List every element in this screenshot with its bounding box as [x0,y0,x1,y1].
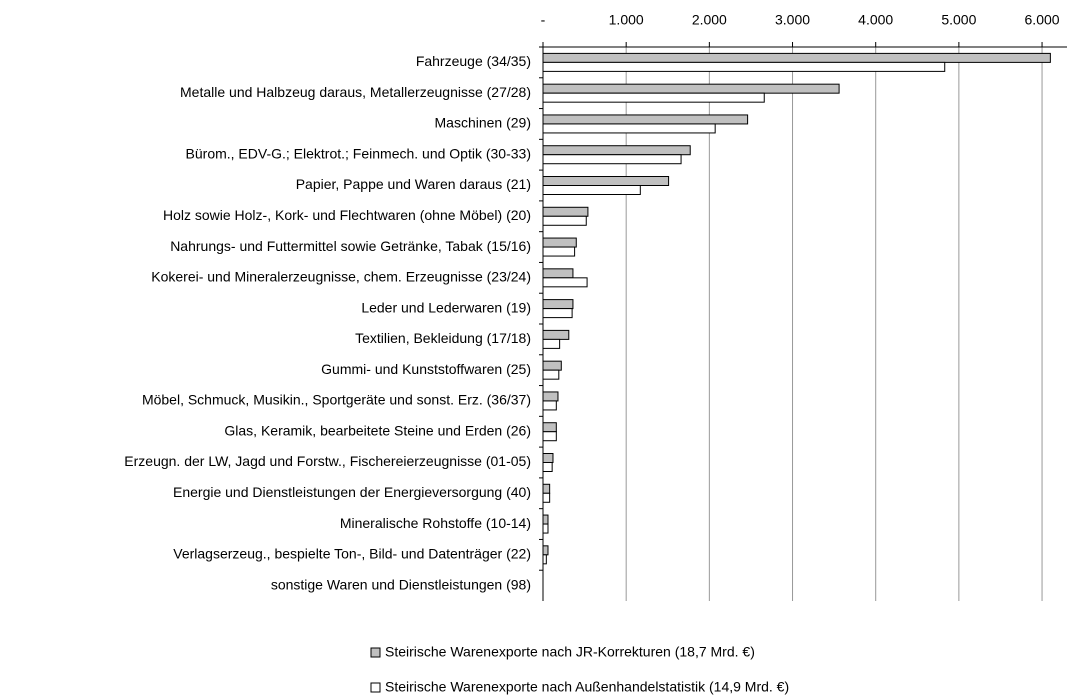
bar [542,185,641,195]
y-tick-label: Glas, Keramik, bearbeitete Steine und Er… [224,422,531,438]
y-tick-label: Nahrungs- und Futtermittel sowie Getränk… [170,238,531,254]
bar [542,369,560,380]
bar [542,176,670,186]
y-tick-label: Fahrzeuge (34/35) [416,53,531,69]
bar [542,237,577,248]
bar [542,523,549,534]
bar [542,431,557,442]
bar [542,329,570,340]
x-tick-label: - [541,12,546,28]
legend-swatch [370,682,381,693]
bar [542,462,553,472]
bar [542,277,588,288]
y-tick-label: Gummi- und Kunststoffwaren (25) [321,361,531,377]
x-tick-label: 4.000 [858,12,893,28]
bar [542,483,551,494]
y-tick-label: Papier, Pappe und Waren daraus (21) [296,176,531,192]
y-tick-label: Mineralische Rohstoffe (10-14) [340,515,531,531]
bar [542,52,1051,63]
x-tick-label: 1.000 [609,12,644,28]
y-tick-label: Kokerei- und Mineralerzeugnisse, chem. E… [151,269,531,285]
bar [542,114,749,125]
bar [542,492,551,503]
bar [542,154,682,165]
y-tick-label: Textilien, Bekleidung (17/18) [355,330,531,346]
bar [542,123,716,134]
y-tick-label: Möbel, Schmuck, Musikin., Sportgeräte un… [142,392,531,408]
y-tick-label: Holz sowie Holz-, Kork- und Flechtwaren … [163,207,531,223]
bar [542,61,946,72]
bar [542,145,691,156]
bar [542,299,574,310]
bar [542,206,589,217]
bar [542,545,549,556]
x-tick-label: 3.000 [775,12,810,28]
bar [542,338,561,349]
x-tick-label: 6.000 [1025,12,1060,28]
bar [542,92,765,103]
bar [542,554,547,565]
bar [542,268,574,279]
y-tick-label: Verlagserzeug., bespielte Ton-, Bild- un… [173,546,531,562]
bar [542,215,587,226]
bar [542,308,573,319]
y-tick-label: Leder und Lederwaren (19) [361,299,531,315]
legend-label: Steirische Warenexporte nach Außenhandel… [385,679,789,695]
bar [542,246,576,257]
y-tick-label: Energie und Dienstleistungen der Energie… [173,484,531,500]
bar [542,83,840,94]
x-tick-label: 2.000 [692,12,727,28]
legend-label: Steirische Warenexporte nach JR-Korrektu… [385,644,755,660]
legend-swatch [370,647,381,658]
x-tick-label: 5.000 [941,12,976,28]
y-tick-label: Bürom., EDV-G.; Elektrot.; Feinmech. und… [186,145,531,161]
bar [542,514,549,525]
y-tick-label: Erzeugn. der LW, Jagd und Forstw., Fisch… [124,453,531,469]
bar [542,453,554,463]
y-tick-label: Maschinen (29) [435,115,532,131]
y-tick-label: sonstige Waren und Dienstleistungen (98) [271,576,531,592]
bar [542,422,557,433]
bar [542,400,557,411]
y-tick-label: Metalle und Halbzeug daraus, Metallerzeu… [180,84,531,100]
bar [542,360,562,371]
bar [542,391,559,402]
